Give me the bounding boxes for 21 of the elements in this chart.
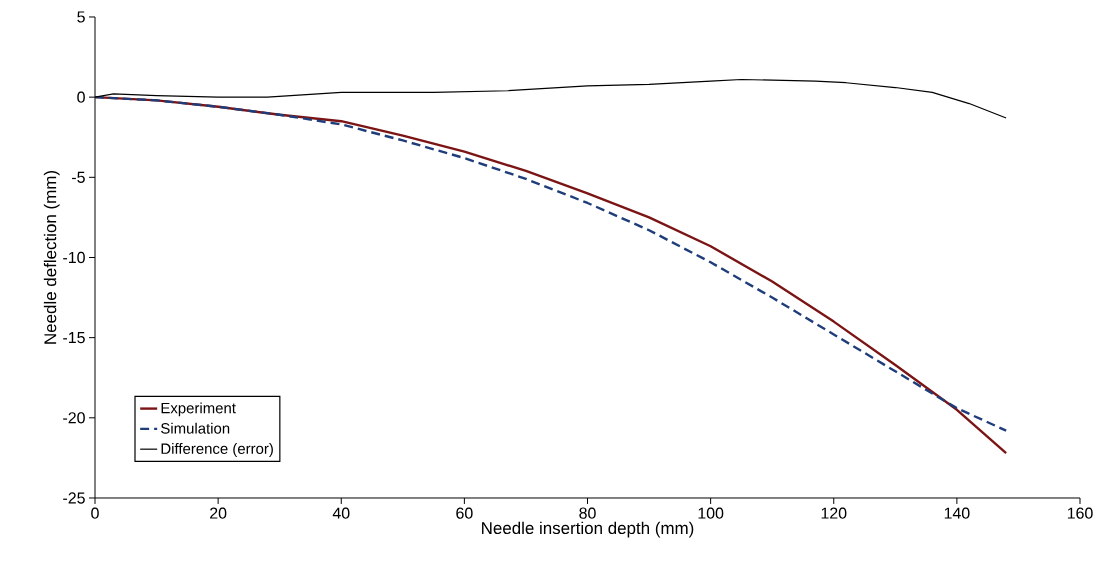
legend-label: Difference (error) [161, 443, 273, 457]
x-axis-title: Needle insertion depth (mm) [482, 521, 694, 538]
y-tick-label: -15 [63, 332, 85, 344]
x-tick-label: 60 [456, 507, 473, 519]
y-tick-label: -10 [63, 251, 85, 264]
y-tick-label: -20 [63, 412, 85, 424]
x-tick-label: 160 [1067, 507, 1093, 519]
legend-label: Simulation [161, 422, 230, 434]
x-tick-label: 40 [332, 507, 350, 519]
x-tick-label: 0 [91, 507, 99, 519]
y-tick-label: -5 [72, 171, 85, 183]
y-tick-label: 5 [77, 11, 85, 23]
x-tick-label: 20 [210, 507, 227, 519]
x-tick-label: 80 [579, 507, 596, 519]
x-tick-label: 120 [821, 507, 847, 519]
x-tick-label: 100 [698, 507, 724, 519]
legend-label: Experiment [161, 402, 236, 417]
y-tick-label: 0 [77, 91, 85, 103]
y-axis-title: Needle deflection (mm) [43, 171, 60, 344]
y-tick-label: -25 [63, 492, 85, 504]
x-tick-label: 140 [944, 507, 970, 519]
